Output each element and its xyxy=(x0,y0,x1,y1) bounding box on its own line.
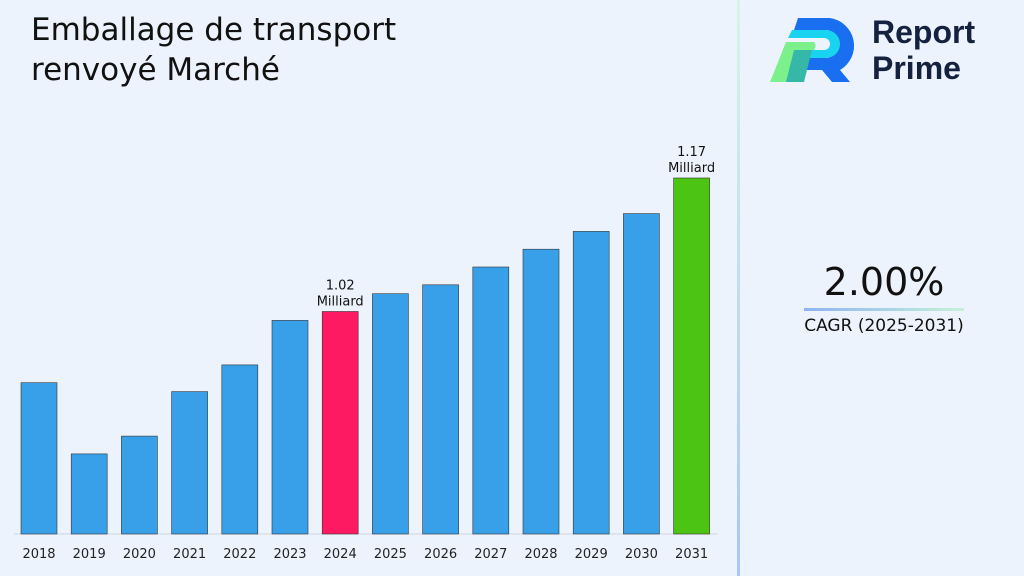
data-label: 1.02 xyxy=(326,279,355,294)
x-tick-label: 2024 xyxy=(324,547,357,562)
x-tick-label: 2027 xyxy=(474,547,507,562)
brand-line2: Prime xyxy=(872,50,961,86)
data-label: Milliard xyxy=(668,161,715,176)
x-tick-label: 2023 xyxy=(273,547,306,562)
bar-2020 xyxy=(121,435,158,535)
bar-2026 xyxy=(422,284,459,535)
bar-2023 xyxy=(271,320,309,535)
bar-2022 xyxy=(221,364,259,535)
bar-2030 xyxy=(623,213,660,535)
x-tick-label: 2029 xyxy=(575,547,608,562)
bar-2018 xyxy=(20,382,58,535)
data-label: 1.17 xyxy=(677,145,706,160)
cagr-label: CAGR (2025-2031) xyxy=(804,316,964,336)
x-tick-label: 2018 xyxy=(22,547,55,562)
x-tick-label: 2031 xyxy=(675,547,708,562)
brand-name: Report Prime xyxy=(872,14,975,86)
bar-2027 xyxy=(472,266,510,535)
bar-2029 xyxy=(572,231,610,535)
x-tick-label: 2026 xyxy=(424,547,457,562)
bar-2021 xyxy=(171,391,208,535)
x-tick-label: 2028 xyxy=(524,547,557,562)
cagr-value: 2.00% xyxy=(823,260,945,304)
x-tick-label: 2025 xyxy=(374,547,407,562)
x-tick-label: 2030 xyxy=(625,547,658,562)
chart-title: Emballage de transport renvoyé Marché xyxy=(31,12,397,88)
bar-2028 xyxy=(522,248,560,535)
data-label: Milliard xyxy=(317,295,364,310)
report-prime-logo xyxy=(770,18,855,82)
brand-line1: Report xyxy=(872,14,976,50)
bar-chart: 2018 2019 2020 2021 2022 2023 20241.02Milliard… xyxy=(14,145,718,562)
x-tick-label: 2022 xyxy=(223,547,256,562)
bar-2025 xyxy=(372,293,409,535)
divider xyxy=(737,0,740,576)
x-tick-label: 2021 xyxy=(173,547,206,562)
x-tick-label: 2020 xyxy=(123,547,156,562)
bar-2024 xyxy=(321,311,359,535)
bar-2031 xyxy=(673,177,710,535)
x-tick-label: 2019 xyxy=(73,547,106,562)
cagr-underline xyxy=(804,308,964,311)
bar-2019 xyxy=(70,453,108,535)
